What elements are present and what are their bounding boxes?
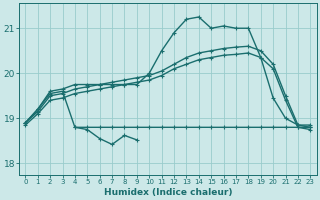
X-axis label: Humidex (Indice chaleur): Humidex (Indice chaleur)	[104, 188, 232, 197]
